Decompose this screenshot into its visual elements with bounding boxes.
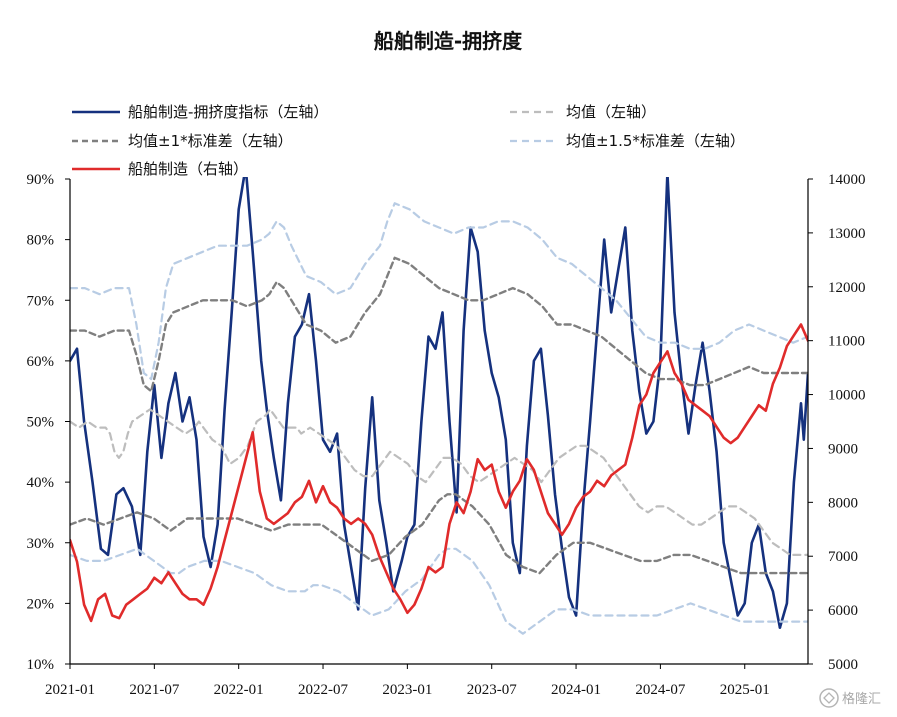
legend-item-congestion: 船舶制造-拥挤度指标（左轴） xyxy=(72,103,328,121)
series-line-std15_lower xyxy=(70,547,808,635)
x-tick-label: 2023-07 xyxy=(467,682,517,698)
left-tick-label: 50% xyxy=(27,415,55,431)
series-line-congestion_tail xyxy=(778,371,808,629)
watermark-logo-icon xyxy=(819,688,839,708)
legend-item-std1: 均值±1*标准差（左轴） xyxy=(72,132,293,150)
x-tick-label: 2021-07 xyxy=(129,682,179,698)
left-tick-label: 90% xyxy=(27,172,55,188)
right-tick-label: 14000 xyxy=(828,172,866,188)
left-tick-label: 20% xyxy=(27,596,55,612)
legend-label-std1: 均值±1*标准差（左轴） xyxy=(128,132,293,150)
left-tick-label: 60% xyxy=(27,354,55,370)
left-tick-label: 70% xyxy=(27,293,55,309)
x-tick-label: 2022-01 xyxy=(214,682,264,698)
series-line-std1_lower xyxy=(70,493,808,575)
watermark: 格隆汇 xyxy=(819,688,881,708)
right-tick-label: 6000 xyxy=(828,603,858,619)
right-tick-label: 11000 xyxy=(828,334,865,350)
right-tick-label: 9000 xyxy=(828,441,858,457)
left-axis-ticks: 10% 20% 30% 40% 50% 60% 70% 80% 90% xyxy=(27,172,70,673)
x-tick-label: 2025-01 xyxy=(720,682,770,698)
right-tick-label: 8000 xyxy=(828,495,858,511)
legend-item-mean: 均值（左轴） xyxy=(510,103,656,121)
x-tick-label: 2023-01 xyxy=(382,682,432,698)
right-tick-label: 7000 xyxy=(828,549,858,565)
left-tick-label: 80% xyxy=(27,233,55,249)
watermark-logo-arrow xyxy=(823,692,835,704)
x-tick-label: 2024-07 xyxy=(635,682,685,698)
legend-label-congestion: 船舶制造-拥挤度指标（左轴） xyxy=(128,103,328,121)
legend-item-std15: 均值±1.5*标准差（左轴） xyxy=(510,132,745,150)
left-tick-label: 10% xyxy=(27,657,55,673)
right-tick-label: 5000 xyxy=(828,657,858,673)
series-line-std15_upper xyxy=(70,202,808,381)
legend-label-price: 船舶制造（右轴） xyxy=(128,160,248,178)
right-tick-label: 12000 xyxy=(828,280,866,296)
plot-lines xyxy=(70,177,808,635)
watermark-label: 格隆汇 xyxy=(842,691,881,707)
series-line-std1_upper xyxy=(70,256,808,393)
right-tick-label: 13000 xyxy=(828,226,866,242)
x-tick-label: 2022-07 xyxy=(298,682,348,698)
x-axis-ticks: 2021-01 2021-07 2022-01 2022-07 2023-01 2023-… xyxy=(45,664,770,698)
chart-title: 船舶制造-拥挤度 xyxy=(374,29,523,53)
series-line-congestion xyxy=(70,177,782,629)
series-line-mean xyxy=(70,408,808,556)
x-tick-label: 2021-01 xyxy=(45,682,95,698)
series-line-price xyxy=(70,323,808,623)
left-tick-label: 40% xyxy=(27,475,55,491)
left-tick-label: 30% xyxy=(27,536,55,552)
legend-item-price: 船舶制造（右轴） xyxy=(72,160,248,178)
legend-label-mean: 均值（左轴） xyxy=(566,103,656,121)
right-axis-ticks: 5000 6000 7000 8000 9000 10000 11000 12000 13000… xyxy=(808,172,866,673)
right-tick-label: 10000 xyxy=(828,388,866,404)
legend-label-std15: 均值±1.5*标准差（左轴） xyxy=(566,132,745,150)
x-tick-label: 2024-01 xyxy=(551,682,601,698)
legend: 船舶制造-拥挤度指标（左轴） 均值（左轴） 均值±1*标准差（左轴） 均值±1.… xyxy=(72,103,745,178)
